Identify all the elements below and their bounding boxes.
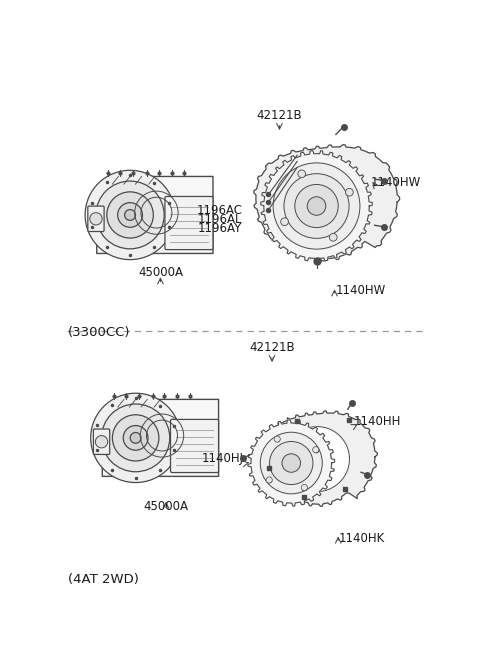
Circle shape [91, 393, 180, 483]
FancyBboxPatch shape [165, 196, 213, 250]
Text: 45000A: 45000A [138, 266, 183, 279]
Text: 1140HK: 1140HK [339, 532, 385, 544]
Circle shape [266, 477, 272, 483]
Polygon shape [261, 411, 377, 506]
Text: 1140HW: 1140HW [335, 284, 385, 297]
Circle shape [273, 163, 360, 249]
Polygon shape [284, 426, 349, 492]
Polygon shape [282, 162, 368, 248]
Text: 1196AL: 1196AL [198, 214, 242, 227]
Polygon shape [261, 151, 372, 261]
Circle shape [282, 454, 300, 472]
Polygon shape [254, 145, 399, 261]
FancyBboxPatch shape [94, 429, 109, 455]
Circle shape [123, 426, 148, 450]
Polygon shape [102, 400, 218, 476]
Circle shape [112, 415, 159, 461]
FancyBboxPatch shape [170, 419, 218, 472]
Circle shape [346, 189, 353, 196]
Circle shape [85, 170, 175, 259]
Text: 1140HW: 1140HW [371, 176, 421, 189]
Circle shape [274, 436, 280, 442]
Circle shape [281, 218, 288, 225]
Circle shape [260, 432, 322, 494]
Circle shape [107, 192, 153, 238]
Text: (3300CC): (3300CC) [68, 326, 131, 339]
Circle shape [329, 233, 337, 241]
Circle shape [125, 210, 135, 220]
Circle shape [96, 181, 164, 249]
Circle shape [102, 404, 170, 472]
Text: (4AT 2WD): (4AT 2WD) [68, 573, 139, 586]
Polygon shape [97, 176, 213, 253]
Circle shape [130, 432, 141, 443]
Circle shape [96, 436, 108, 448]
Polygon shape [248, 420, 335, 506]
Text: 45000A: 45000A [144, 500, 189, 514]
Text: 42121B: 42121B [257, 109, 302, 122]
Text: 1196AY: 1196AY [198, 223, 242, 235]
Circle shape [295, 185, 338, 227]
Circle shape [118, 202, 143, 227]
Circle shape [312, 447, 319, 453]
Circle shape [270, 441, 313, 485]
Text: 42121B: 42121B [249, 341, 295, 354]
Text: 1196AC: 1196AC [196, 204, 242, 217]
Circle shape [301, 485, 307, 491]
FancyBboxPatch shape [88, 206, 104, 231]
Circle shape [90, 213, 102, 225]
Circle shape [298, 170, 306, 178]
Text: 1140HJ: 1140HJ [202, 452, 244, 465]
Circle shape [307, 196, 326, 215]
Circle shape [284, 174, 349, 238]
Text: 1140HH: 1140HH [354, 415, 401, 428]
